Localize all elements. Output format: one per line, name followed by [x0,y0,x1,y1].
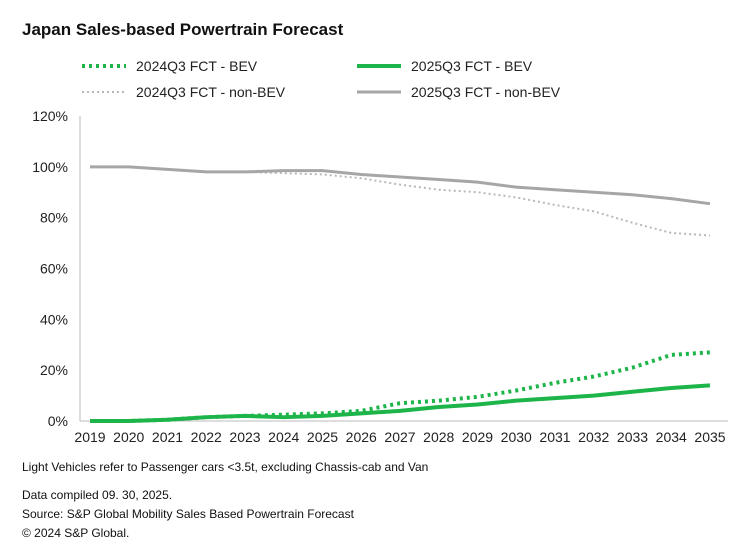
x-tick-label: 2035 [694,429,725,445]
x-tick-label: 2026 [346,429,377,445]
definition-note: Light Vehicles refer to Passenger cars <… [22,460,429,474]
series-line-2024q3-fct-bev [90,350,711,423]
legend-swatch [357,64,401,68]
x-tick-label: 2019 [74,429,105,445]
y-tick-label: 60% [40,261,68,277]
series-line-2025q3-fct-non-bev [90,165,711,206]
source-note: Source: S&P Global Mobility Sales Based … [22,507,354,521]
y-tick-label: 80% [40,210,68,226]
x-tick-label: 2024 [268,429,299,445]
x-tick-label: 2030 [501,429,532,445]
legend-label: 2024Q3 FCT - non-BEV [136,84,286,100]
x-tick-label: 2025 [307,429,338,445]
chart-title: Japan Sales-based Powertrain Forecast [22,20,344,39]
legend-item-2024-bev: 2024Q3 FCT - BEV [80,58,257,74]
compiled-note: Data compiled 09. 30, 2025. [22,488,173,502]
legend-label: 2025Q3 FCT - BEV [411,58,533,74]
x-tick-label: 2027 [384,429,415,445]
legend-item-2025-nonbev: 2025Q3 FCT - non-BEV [355,84,560,100]
y-tick-label: 40% [40,311,68,327]
copyright-note: © 2024 S&P Global. [22,526,130,540]
legend-item-2024-nonbev: 2024Q3 FCT - non-BEV [80,84,285,100]
legend-swatch [82,91,126,93]
x-tick-label: 2023 [229,429,260,445]
x-tick-label: 2033 [617,429,648,445]
y-tick-label: 0% [48,413,68,429]
x-tick-label: 2021 [152,429,183,445]
y-tick-label: 120% [32,108,68,124]
x-tick-label: 2028 [423,429,454,445]
y-tick-label: 100% [32,159,68,175]
legend-swatch [82,64,126,68]
x-tick-label: 2020 [113,429,144,445]
legend-swatch [357,90,401,94]
series-line-2024q3-fct-non-bev [90,165,711,237]
legend-label: 2024Q3 FCT - BEV [136,58,258,74]
x-tick-label: 2032 [578,429,609,445]
x-tick-label: 2022 [191,429,222,445]
legend-label: 2025Q3 FCT - non-BEV [411,84,561,100]
legend-item-2025-bev: 2025Q3 FCT - BEV [355,58,532,74]
x-tick-label: 2029 [462,429,493,445]
x-tick-label: 2034 [656,429,687,445]
y-tick-label: 20% [40,362,68,378]
x-tick-label: 2031 [539,429,570,445]
series-line-2025q3-fct-bev [90,383,711,423]
